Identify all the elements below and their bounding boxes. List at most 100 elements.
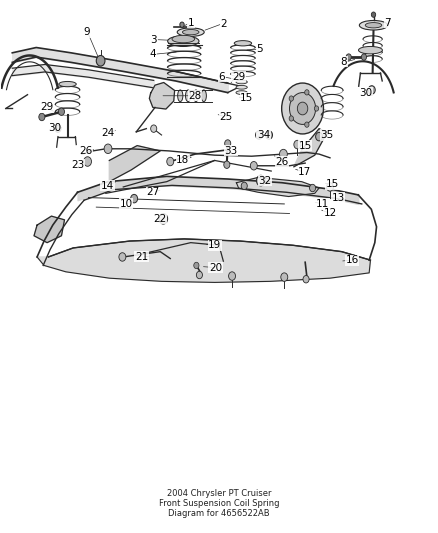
Ellipse shape: [236, 91, 247, 94]
Circle shape: [131, 195, 138, 203]
Polygon shape: [34, 216, 64, 243]
Circle shape: [224, 161, 230, 168]
Text: 27: 27: [146, 187, 159, 197]
Text: 29: 29: [40, 102, 54, 112]
Circle shape: [84, 157, 92, 166]
Circle shape: [282, 83, 323, 134]
Circle shape: [297, 102, 308, 115]
Polygon shape: [110, 146, 160, 182]
Circle shape: [104, 144, 112, 154]
Text: 3: 3: [150, 35, 157, 45]
Text: 15: 15: [299, 141, 312, 151]
Circle shape: [194, 262, 199, 269]
Circle shape: [196, 271, 202, 279]
Circle shape: [294, 140, 301, 149]
Text: 25: 25: [219, 112, 233, 122]
Ellipse shape: [178, 90, 183, 102]
Ellipse shape: [59, 82, 76, 87]
Text: 5: 5: [257, 44, 263, 54]
Text: 15: 15: [325, 179, 339, 189]
Circle shape: [256, 175, 265, 186]
Polygon shape: [237, 177, 319, 197]
Ellipse shape: [183, 29, 199, 35]
Circle shape: [279, 149, 287, 159]
Text: 24: 24: [101, 128, 115, 138]
Ellipse shape: [185, 90, 191, 102]
Text: 20: 20: [209, 263, 222, 272]
Circle shape: [303, 276, 309, 283]
Circle shape: [180, 22, 184, 27]
Text: 32: 32: [258, 175, 272, 185]
Circle shape: [167, 157, 174, 166]
Text: 30: 30: [360, 87, 373, 98]
Text: 21: 21: [135, 252, 148, 262]
Circle shape: [305, 90, 309, 95]
Text: 4: 4: [149, 50, 156, 59]
Text: 29: 29: [232, 71, 245, 82]
Circle shape: [225, 140, 231, 147]
Text: 13: 13: [332, 192, 345, 203]
Text: 12: 12: [324, 208, 337, 219]
Ellipse shape: [168, 36, 199, 46]
Circle shape: [265, 131, 272, 139]
Circle shape: [316, 132, 322, 141]
Circle shape: [371, 12, 376, 17]
Text: 22: 22: [154, 214, 167, 224]
Ellipse shape: [236, 85, 247, 89]
Circle shape: [39, 114, 45, 120]
Text: 17: 17: [298, 167, 311, 177]
Ellipse shape: [365, 22, 382, 28]
Text: 28: 28: [188, 91, 201, 101]
Circle shape: [229, 272, 236, 280]
Circle shape: [326, 183, 333, 191]
Circle shape: [241, 182, 247, 190]
Text: 30: 30: [48, 123, 61, 133]
Circle shape: [281, 273, 288, 281]
Text: 2004 Chrysler PT Cruiser
Front Suspension Coil Spring
Diagram for 4656522AB: 2004 Chrysler PT Cruiser Front Suspensio…: [159, 489, 279, 519]
Text: 26: 26: [80, 146, 93, 156]
Polygon shape: [149, 83, 175, 109]
Text: 18: 18: [176, 156, 190, 165]
Text: 33: 33: [225, 146, 238, 156]
Text: 34: 34: [257, 130, 270, 140]
Circle shape: [361, 54, 367, 60]
Circle shape: [255, 131, 262, 139]
Text: 8: 8: [341, 57, 347, 67]
Circle shape: [346, 54, 351, 60]
Circle shape: [96, 55, 105, 66]
Circle shape: [368, 86, 375, 94]
Text: 10: 10: [120, 199, 133, 209]
Circle shape: [251, 161, 257, 170]
Circle shape: [289, 96, 293, 101]
Ellipse shape: [234, 41, 252, 46]
Circle shape: [119, 253, 126, 261]
Ellipse shape: [359, 20, 388, 30]
Text: 1: 1: [187, 18, 194, 28]
Circle shape: [159, 214, 168, 224]
Circle shape: [305, 122, 309, 127]
Circle shape: [151, 125, 157, 132]
Circle shape: [55, 125, 61, 132]
Ellipse shape: [172, 35, 194, 43]
Circle shape: [58, 108, 64, 115]
Text: 6: 6: [219, 71, 226, 82]
Polygon shape: [294, 128, 327, 167]
Text: 35: 35: [320, 130, 334, 140]
Text: 23: 23: [71, 160, 84, 169]
Text: 15: 15: [240, 93, 254, 103]
Circle shape: [290, 93, 316, 124]
Text: 19: 19: [208, 240, 221, 251]
Circle shape: [289, 116, 293, 121]
Ellipse shape: [177, 28, 204, 36]
Text: 26: 26: [276, 157, 289, 166]
Circle shape: [314, 106, 319, 111]
Text: 9: 9: [84, 27, 90, 37]
Circle shape: [310, 184, 316, 192]
Ellipse shape: [193, 90, 198, 102]
Text: 16: 16: [346, 255, 359, 265]
Text: 2: 2: [220, 19, 226, 29]
Text: 7: 7: [384, 18, 391, 28]
Ellipse shape: [358, 46, 382, 54]
Ellipse shape: [201, 90, 206, 102]
Polygon shape: [37, 239, 371, 282]
